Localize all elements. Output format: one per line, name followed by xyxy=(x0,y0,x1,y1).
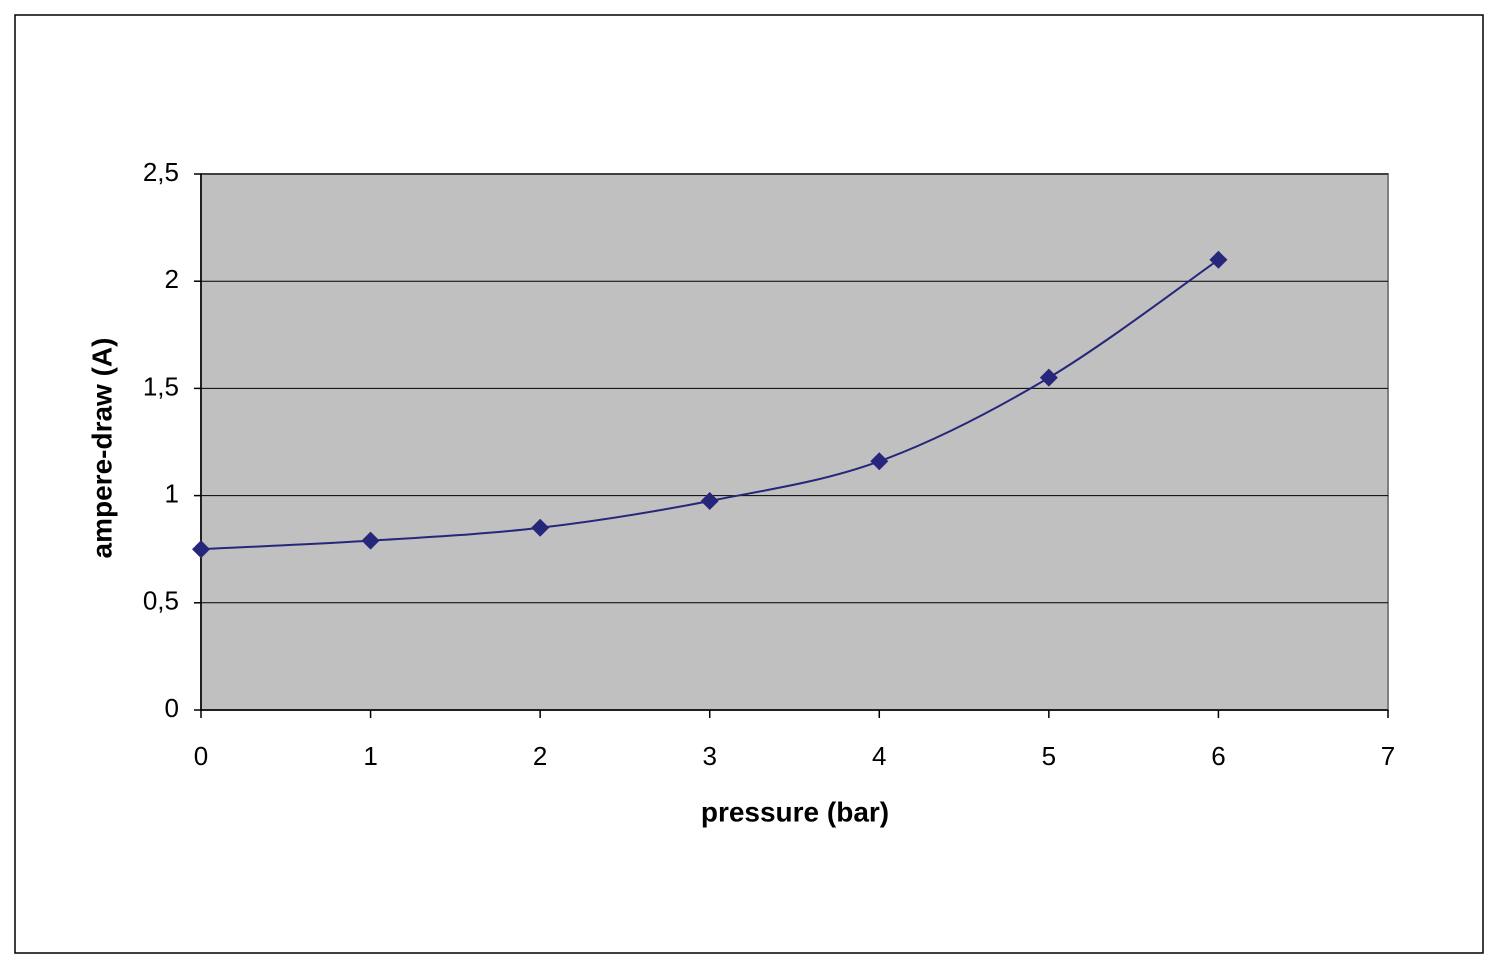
x-tick-label: 1 xyxy=(363,741,377,771)
y-axis-title: ampere-draw (A) xyxy=(86,338,117,559)
x-axis-title: pressure (bar) xyxy=(701,796,889,827)
y-tick-label: 0 xyxy=(165,693,179,723)
data-point xyxy=(531,518,550,537)
x-tick-label: 3 xyxy=(702,741,716,771)
data-point xyxy=(361,531,380,550)
data-point xyxy=(192,540,210,559)
x-tick-label: 0 xyxy=(194,741,208,771)
x-tick-label: 6 xyxy=(1211,741,1225,771)
y-tick-label: 0,5 xyxy=(143,586,179,616)
x-tick-label: 2 xyxy=(533,741,547,771)
y-tick-label: 2,5 xyxy=(143,157,179,187)
data-point xyxy=(1039,368,1058,387)
plot-area xyxy=(200,173,1389,711)
x-tick-label: 7 xyxy=(1381,741,1395,771)
data-point xyxy=(700,491,719,510)
x-tick-label: 5 xyxy=(1042,741,1056,771)
y-tick-label: 1 xyxy=(165,478,179,508)
x-tick-label: 4 xyxy=(872,741,886,771)
data-point xyxy=(1209,250,1228,269)
y-tick-label: 2 xyxy=(165,264,179,294)
y-tick-label: 1,5 xyxy=(143,371,179,401)
data-point xyxy=(870,452,889,471)
